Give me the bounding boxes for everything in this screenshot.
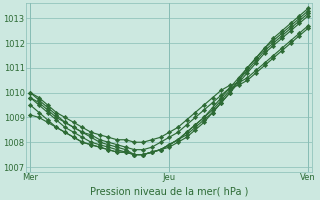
X-axis label: Pression niveau de la mer( hPa ): Pression niveau de la mer( hPa ) xyxy=(90,187,248,197)
